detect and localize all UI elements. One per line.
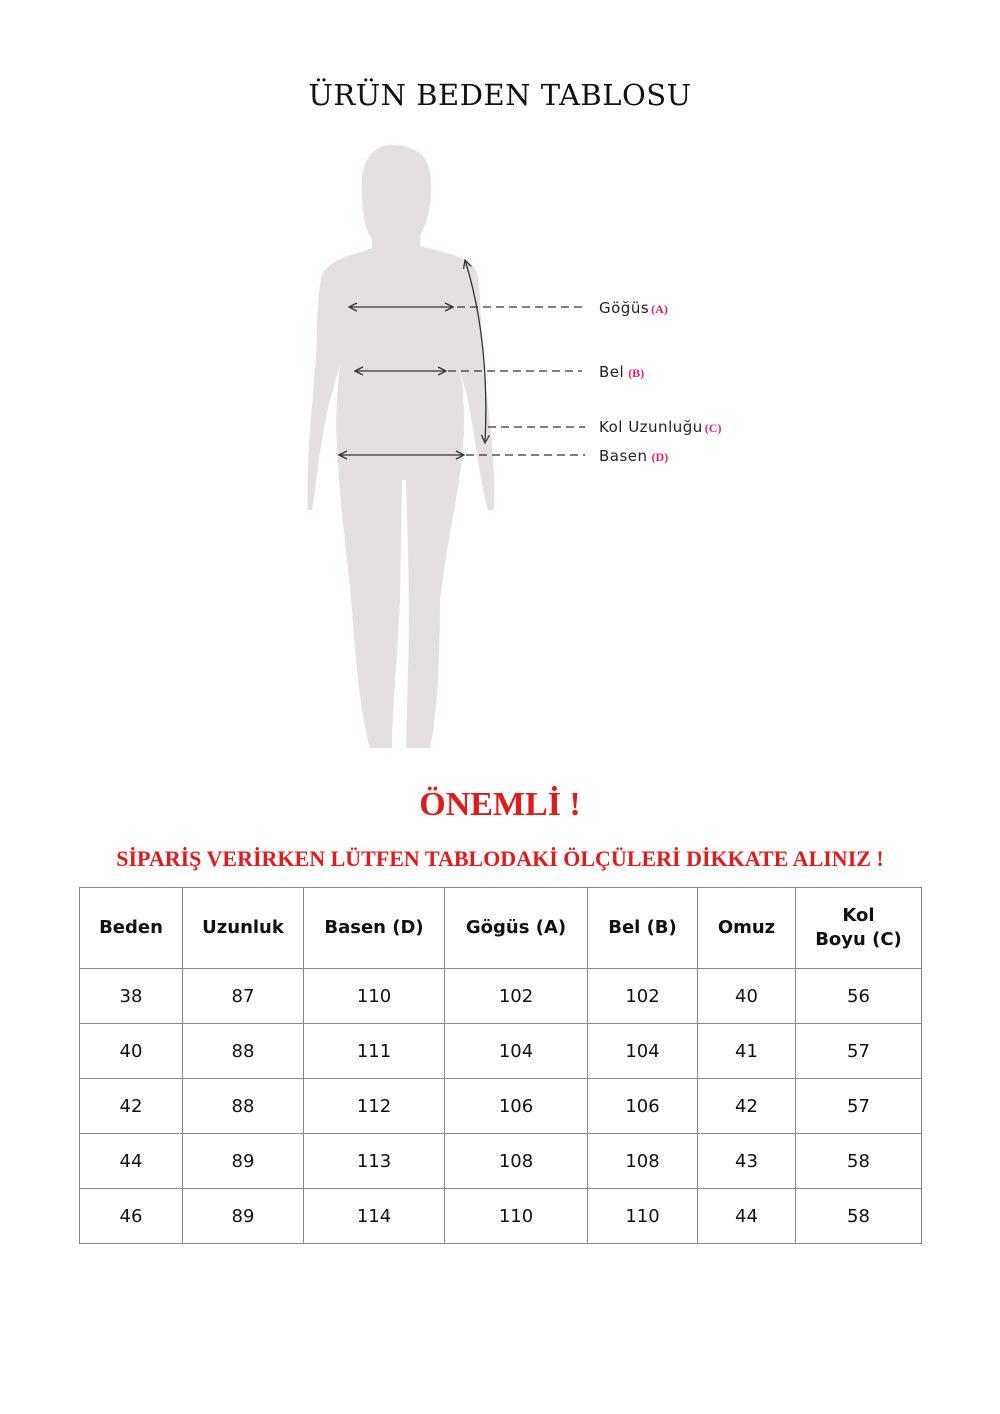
table-cell: 110 bbox=[303, 968, 445, 1024]
table-cell: 111 bbox=[303, 1023, 445, 1079]
table-cell: 42 bbox=[79, 1078, 183, 1134]
header-bel: Bel (B) bbox=[587, 887, 698, 969]
label-kol-uzunlugu: Kol Uzunluğu (C) bbox=[599, 418, 721, 436]
header-beden: Beden bbox=[79, 887, 183, 969]
table-header-row: Beden Uzunluk Basen (D) Gögüs (A) Bel (B… bbox=[79, 887, 922, 969]
header-kol-boyu: Kol Boyu (C) bbox=[795, 887, 922, 969]
table-cell: 43 bbox=[697, 1133, 796, 1189]
table-cell: 106 bbox=[587, 1078, 698, 1134]
table-cell: 102 bbox=[587, 968, 698, 1024]
table-cell: 41 bbox=[697, 1023, 796, 1079]
table-cell: 40 bbox=[79, 1023, 183, 1079]
silhouette bbox=[307, 145, 495, 748]
table-cell: 106 bbox=[444, 1078, 588, 1134]
table-cell: 88 bbox=[182, 1023, 304, 1079]
table-cell: 42 bbox=[697, 1078, 796, 1134]
page-title: ÜRÜN BEDEN TABLOSU bbox=[308, 78, 692, 112]
table-cell: 40 bbox=[697, 968, 796, 1024]
table-row: 44 89 113 108 108 43 58 bbox=[79, 1133, 922, 1189]
label-bel: Bel (B) bbox=[599, 363, 644, 381]
table-row: 42 88 112 106 106 42 57 bbox=[79, 1078, 922, 1134]
table-cell: 87 bbox=[182, 968, 304, 1024]
table-cell: 104 bbox=[587, 1023, 698, 1079]
table-cell: 108 bbox=[587, 1133, 698, 1189]
table-cell: 57 bbox=[795, 1078, 922, 1134]
body-measurement-figure: Göğüs (A) Bel (B) Kol Uzunluğu (C) Basen (D) bbox=[307, 145, 721, 748]
table-cell: 102 bbox=[444, 968, 588, 1024]
label-gogus: Göğüs (A) bbox=[599, 299, 668, 317]
table-row: 38 87 110 102 102 40 56 bbox=[79, 968, 922, 1024]
table-cell: 113 bbox=[303, 1133, 445, 1189]
table-row: 40 88 111 104 104 41 57 bbox=[79, 1023, 922, 1079]
size-table: Beden Uzunluk Basen (D) Gögüs (A) Bel (B… bbox=[79, 887, 922, 1244]
warning-text: SİPARİŞ VERİRKEN LÜTFEN TABLODAKİ ÖLÇÜLE… bbox=[116, 846, 884, 871]
table-cell: 110 bbox=[587, 1188, 698, 1244]
table-cell: 57 bbox=[795, 1023, 922, 1079]
table-cell: 88 bbox=[182, 1078, 304, 1134]
header-omuz: Omuz bbox=[697, 887, 796, 969]
table-cell: 89 bbox=[182, 1188, 304, 1244]
table-cell: 58 bbox=[795, 1188, 922, 1244]
important-heading: ÖNEMLİ ! bbox=[419, 786, 581, 823]
table-cell: 89 bbox=[182, 1133, 304, 1189]
table-cell: 56 bbox=[795, 968, 922, 1024]
header-kol-line2: Boyu (C) bbox=[815, 929, 902, 950]
table-cell: 110 bbox=[444, 1188, 588, 1244]
table-cell: 104 bbox=[444, 1023, 588, 1079]
label-basen: Basen (D) bbox=[599, 447, 668, 465]
table-cell: 112 bbox=[303, 1078, 445, 1134]
table-cell: 44 bbox=[697, 1188, 796, 1244]
table-cell: 38 bbox=[79, 968, 183, 1024]
table-row: 46 89 114 110 110 44 58 bbox=[79, 1188, 922, 1244]
header-uzunluk: Uzunluk bbox=[182, 887, 304, 969]
header-basen: Basen (D) bbox=[303, 887, 445, 969]
header-kol-line1: Kol bbox=[842, 905, 875, 926]
table-cell: 44 bbox=[79, 1133, 183, 1189]
table-cell: 108 bbox=[444, 1133, 588, 1189]
table-cell: 58 bbox=[795, 1133, 922, 1189]
table-cell: 114 bbox=[303, 1188, 445, 1244]
table-cell: 46 bbox=[79, 1188, 183, 1244]
header-gogus: Gögüs (A) bbox=[444, 887, 588, 969]
